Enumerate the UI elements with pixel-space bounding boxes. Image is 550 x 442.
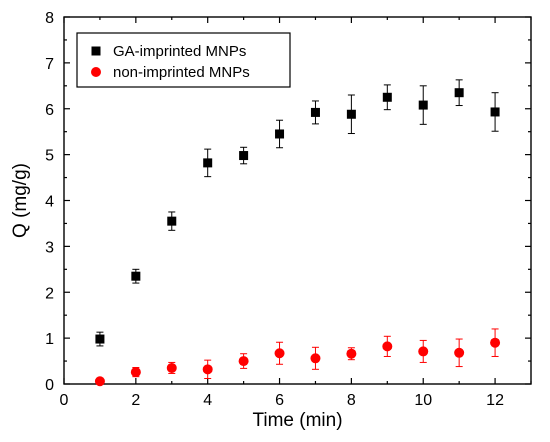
y-axis-label: Q (mg/g) [10, 163, 31, 238]
x-axis: 0 2 4 6 8 10 12 [60, 17, 532, 409]
legend: GA-imprinted MNPs non-imprinted MNPs [76, 32, 291, 88]
data-point [382, 341, 393, 352]
x-tick-label: 8 [347, 392, 356, 409]
data-point [418, 346, 429, 357]
x-axis-label: Time (min) [252, 410, 342, 431]
x-tick-label: 10 [414, 392, 432, 409]
data-point [95, 334, 105, 344]
data-point [166, 362, 177, 373]
x-tick-label: 2 [131, 392, 140, 409]
legend-label: GA-imprinted MNPs [113, 43, 246, 60]
x-tick-label: 6 [275, 392, 284, 409]
y-tick-label: 8 [45, 10, 54, 27]
data-point [274, 348, 285, 359]
data-point [490, 107, 500, 117]
data-point [238, 356, 249, 367]
legend-marker-circle [91, 67, 101, 77]
data-point [382, 92, 392, 102]
data-point [94, 376, 105, 387]
data-point [490, 337, 501, 348]
data-point [167, 216, 177, 226]
legend-marker-square [91, 46, 101, 56]
data-point [346, 109, 356, 119]
y-tick-label: 1 [45, 331, 54, 348]
x-tick-label: 0 [60, 392, 69, 409]
y-tick-label: 0 [45, 377, 54, 394]
x-tick-label: 4 [203, 392, 212, 409]
data-point [418, 100, 428, 110]
data-point [454, 88, 464, 98]
data-point [130, 367, 141, 378]
data-point [310, 353, 321, 364]
data-point [454, 347, 465, 358]
y-tick-label: 3 [45, 239, 54, 256]
data-point [310, 107, 320, 117]
legend-label: non-imprinted MNPs [113, 64, 250, 81]
x-tick-label: 12 [486, 392, 504, 409]
data-point [131, 271, 141, 281]
data-point [346, 348, 357, 359]
data-point [202, 364, 213, 375]
legend-box [76, 32, 291, 88]
series-1 [95, 79, 500, 347]
y-tick-label: 2 [45, 285, 54, 302]
series-2 [94, 328, 501, 387]
series-layer [94, 79, 501, 387]
y-tick-label: 5 [45, 148, 54, 165]
y-tick-label: 4 [45, 194, 54, 211]
y-tick-label: 7 [45, 56, 54, 73]
data-point [203, 158, 213, 168]
y-tick-label: 6 [45, 102, 54, 119]
y-axis: 0 1 2 3 4 5 6 7 8 [45, 10, 531, 394]
data-point [239, 151, 249, 161]
data-point [275, 129, 285, 139]
